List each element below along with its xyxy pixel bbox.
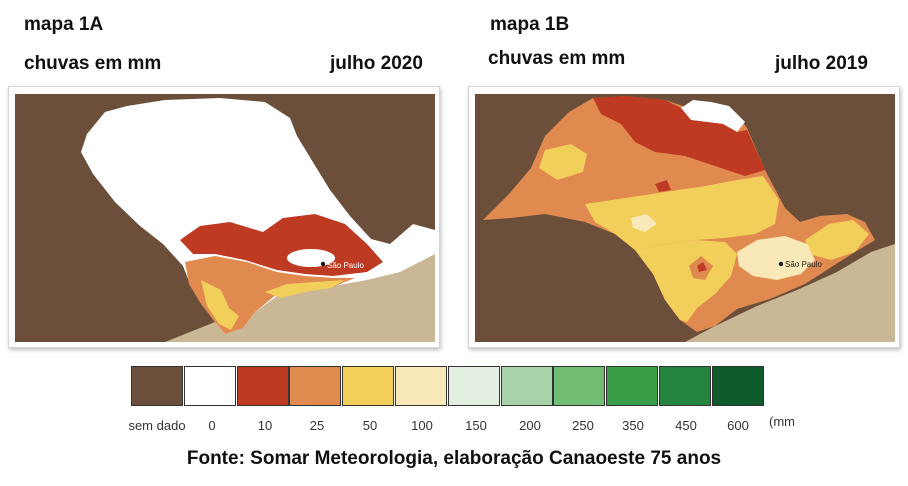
legend-swatch [500, 366, 553, 406]
legend-label: 100 [411, 418, 433, 433]
legend-label: 25 [309, 418, 325, 433]
legend-swatch [711, 366, 764, 406]
source-credit: Fonte: Somar Meteorologia, elaboração Ca… [186, 448, 722, 469]
precipitation-legend [131, 366, 765, 408]
legend-label: 0 [208, 418, 216, 433]
legend-swatch [342, 366, 395, 406]
map-b-title: mapa 1B [490, 14, 570, 35]
legend-label: 200 [519, 418, 541, 433]
legend-label: 50 [362, 418, 378, 433]
map-b-subtitle: chuvas em mm [488, 48, 626, 69]
legend-label: sem dado [128, 418, 186, 433]
map-b-panel: São Paulo [468, 86, 900, 348]
map-a-date: julho 2020 [330, 53, 423, 74]
map-a-city-dot [320, 261, 326, 267]
map-a-city-label: São Paulo [327, 261, 364, 270]
legend-swatch [236, 366, 289, 406]
map-a-title: mapa 1A [24, 14, 104, 35]
map-a-panel: São Paulo [8, 86, 440, 348]
legend-unit: (mm [769, 414, 795, 429]
legend-label: 450 [675, 418, 697, 433]
legend-label: 600 [727, 418, 749, 433]
map-a-subtitle: chuvas em mm [24, 53, 162, 74]
legend-label: 150 [465, 418, 487, 433]
map-b-date: julho 2019 [775, 53, 868, 74]
map-b-city-dot [778, 261, 784, 267]
legend-label: 250 [572, 418, 594, 433]
legend-swatch [131, 366, 183, 406]
map-b-image: São Paulo [475, 94, 895, 342]
legend-swatch [447, 366, 500, 406]
legend-swatch [553, 366, 606, 406]
legend-label: 350 [622, 418, 644, 433]
legend-swatch [606, 366, 659, 406]
legend-swatch [289, 366, 342, 406]
legend-swatch [395, 366, 447, 406]
legend-swatch [183, 366, 236, 406]
map-a-image: São Paulo [15, 94, 435, 342]
legend-label: 10 [257, 418, 273, 433]
map-b-city-label: São Paulo [785, 260, 822, 269]
legend-swatch [659, 366, 711, 406]
